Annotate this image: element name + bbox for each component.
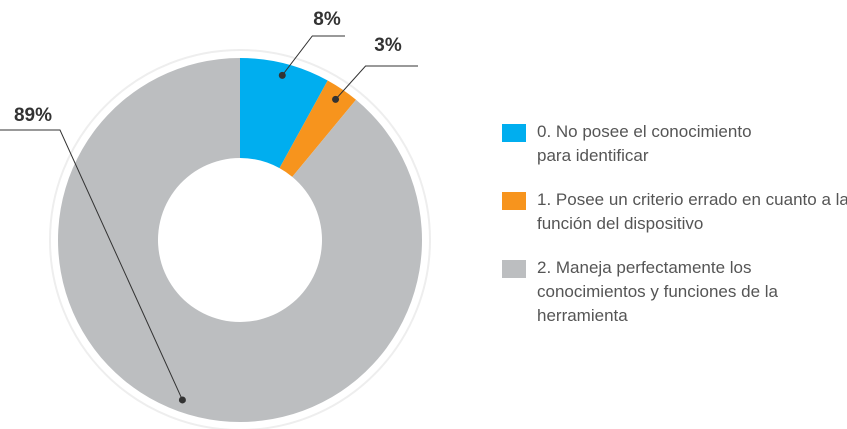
legend-swatch [502,124,526,142]
leader-line [0,129,183,401]
value-label: 3% [374,35,402,56]
value-label: 8% [313,9,341,30]
legend-swatch [502,260,526,278]
legend-label: 0. No posee el conocimiento para identif… [537,122,752,165]
labels: 8% 3% 89% [0,9,418,404]
legend-label: 2. Maneja perfectamente los conocimiento… [537,258,778,325]
value-label: 89% [14,105,52,126]
leader-dot [278,71,286,79]
legend-swatch [502,192,526,210]
slice [57,58,422,422]
leader-line [281,35,345,76]
slice [279,80,357,177]
slices [57,58,422,422]
legend-item: 1. Posee un criterio errado en cuanto a … [502,188,847,236]
legend-item: 2. Maneja perfectamente los conocimiento… [502,256,847,328]
legend-item: 0. No posee el conocimiento para identif… [502,120,847,168]
slice [240,58,328,169]
leader-dot [178,396,186,404]
legend-label: 1. Posee un criterio errado en cuanto a … [537,190,847,233]
legend: 0. No posee el conocimiento para identif… [502,120,847,348]
leader-line [335,65,418,100]
leader-dot [332,95,340,103]
